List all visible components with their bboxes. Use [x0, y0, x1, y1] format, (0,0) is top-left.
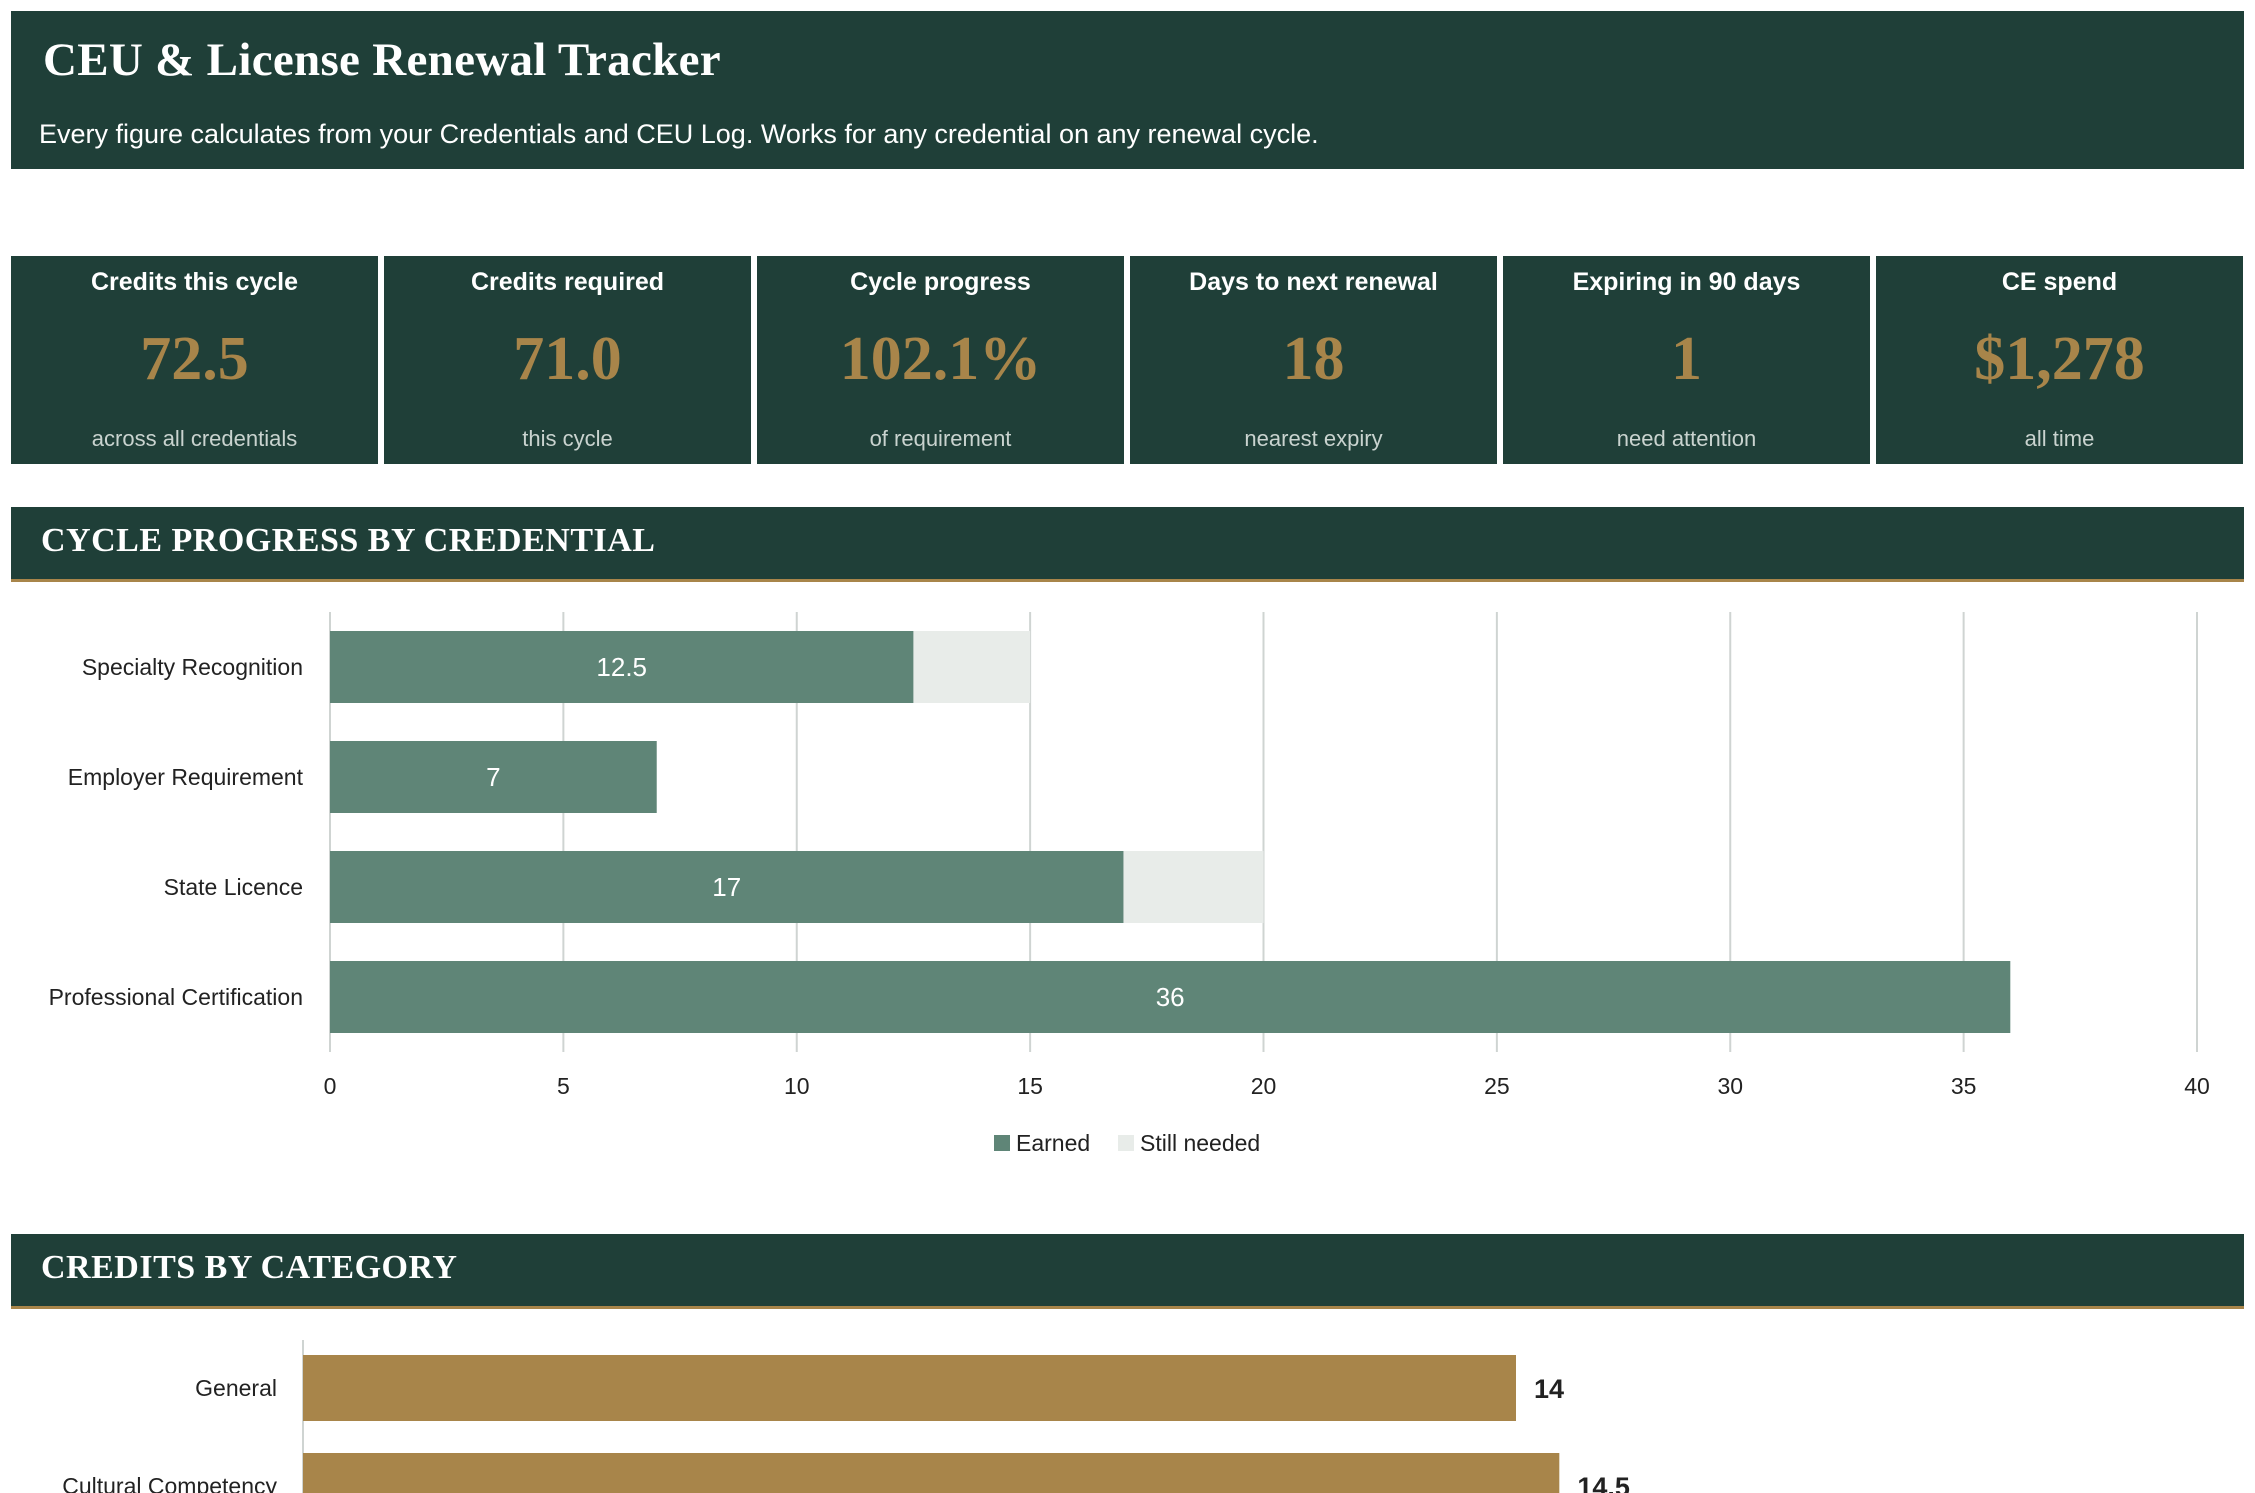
bar-earned	[330, 631, 914, 703]
kpi-card-ce-spend: CE spend $1,278 all time	[1876, 256, 2243, 464]
legend-label-earned: Earned	[1016, 1130, 1090, 1156]
page-subtitle: Every figure calculates from your Creden…	[39, 119, 1319, 149]
section-title: CREDITS BY CATEGORY	[41, 1249, 458, 1286]
kpi-label: Days to next renewal	[1189, 268, 1438, 296]
x-tick-label: 40	[2184, 1073, 2210, 1099]
category-label: State Licence	[164, 874, 303, 900]
kpi-value: 18	[1282, 325, 1345, 393]
section-title: CYCLE PROGRESS BY CREDENTIAL	[41, 522, 656, 559]
kpi-value: 72.5	[140, 325, 249, 393]
kpi-value: $1,278	[1974, 325, 2145, 393]
x-tick-label: 20	[1251, 1073, 1277, 1099]
kpi-value: 102.1%	[839, 325, 1042, 393]
page-title: CEU & License Renewal Tracker	[43, 34, 721, 86]
kpi-card-cycle-progress: Cycle progress 102.1% of requirement	[757, 256, 1124, 464]
kpi-subtext: across all credentials	[91, 426, 298, 451]
bar-still-needed	[1123, 851, 1264, 923]
data-label: 7	[486, 762, 500, 792]
x-tick-label: 0	[324, 1073, 337, 1099]
bar-earned	[330, 741, 657, 813]
x-tick-label: 10	[784, 1073, 810, 1099]
bar	[303, 1453, 1560, 1493]
kpi-subtext: need attention	[1616, 426, 1757, 451]
kpi-label: Cycle progress	[850, 268, 1031, 296]
data-label: 17	[712, 872, 741, 902]
category-label: Professional Certification	[49, 984, 303, 1010]
kpi-label: Credits this cycle	[90, 268, 299, 296]
bar	[303, 1355, 1516, 1421]
x-tick-label: 35	[1951, 1073, 1977, 1099]
cycle-progress-chart: 0 5 10 15 20 25 30 35 40 Specialty Recognition 12.…	[49, 612, 2210, 1156]
chart-legend: Earned Still needed	[994, 1130, 1260, 1156]
credits-by-category-chart: General 14 Cultural Competency 14.5	[62, 1340, 1630, 1493]
bar-still-needed	[913, 631, 1031, 703]
x-tick-label: 5	[557, 1073, 570, 1099]
x-tick-label: 30	[1717, 1073, 1743, 1099]
header-banner: CEU & License Renewal Tracker Every figu…	[11, 11, 2244, 169]
kpi-label: CE spend	[2001, 268, 2118, 296]
kpi-subtext: nearest expiry	[1244, 426, 1383, 451]
x-tick-label: 15	[1017, 1073, 1043, 1099]
data-label: 36	[1156, 982, 1185, 1012]
kpi-value: 71.0	[513, 325, 622, 393]
kpi-label: Credits required	[470, 268, 665, 296]
kpi-card-credits-required: Credits required 71.0 this cycle	[384, 256, 751, 464]
bar-earned	[330, 851, 1124, 923]
kpi-card-expiring-90-days: Expiring in 90 days 1 need attention	[1503, 256, 1870, 464]
x-tick-label: 25	[1484, 1073, 1510, 1099]
category-label: General	[195, 1375, 277, 1401]
kpi-row: Credits this cycle 72.5 across all crede…	[11, 256, 2244, 464]
kpi-card-credits-this-cycle: Credits this cycle 72.5 across all crede…	[11, 256, 378, 464]
kpi-label: Expiring in 90 days	[1572, 268, 1801, 296]
kpi-subtext: this cycle	[522, 426, 613, 451]
section-header-cycle-progress: CYCLE PROGRESS BY CREDENTIAL	[11, 507, 2244, 582]
kpi-card-days-to-renewal: Days to next renewal 18 nearest expiry	[1130, 256, 1497, 464]
category-label: Specialty Recognition	[82, 654, 303, 680]
legend-swatch-earned	[994, 1135, 1010, 1151]
data-label: 14	[1534, 1374, 1564, 1404]
kpi-value: 1	[1671, 325, 1702, 393]
category-label: Cultural Competency	[62, 1473, 277, 1493]
category-label: Employer Requirement	[68, 764, 304, 790]
kpi-subtext: of requirement	[869, 426, 1012, 451]
legend-label-still-needed: Still needed	[1140, 1130, 1260, 1156]
section-header-credits-by-category: CREDITS BY CATEGORY	[11, 1234, 2244, 1309]
legend-swatch-still-needed	[1118, 1135, 1134, 1151]
data-label: 14.5	[1577, 1472, 1630, 1493]
kpi-subtext: all time	[2024, 426, 2095, 451]
bar-earned	[330, 961, 2011, 1033]
data-label: 12.5	[596, 652, 647, 682]
